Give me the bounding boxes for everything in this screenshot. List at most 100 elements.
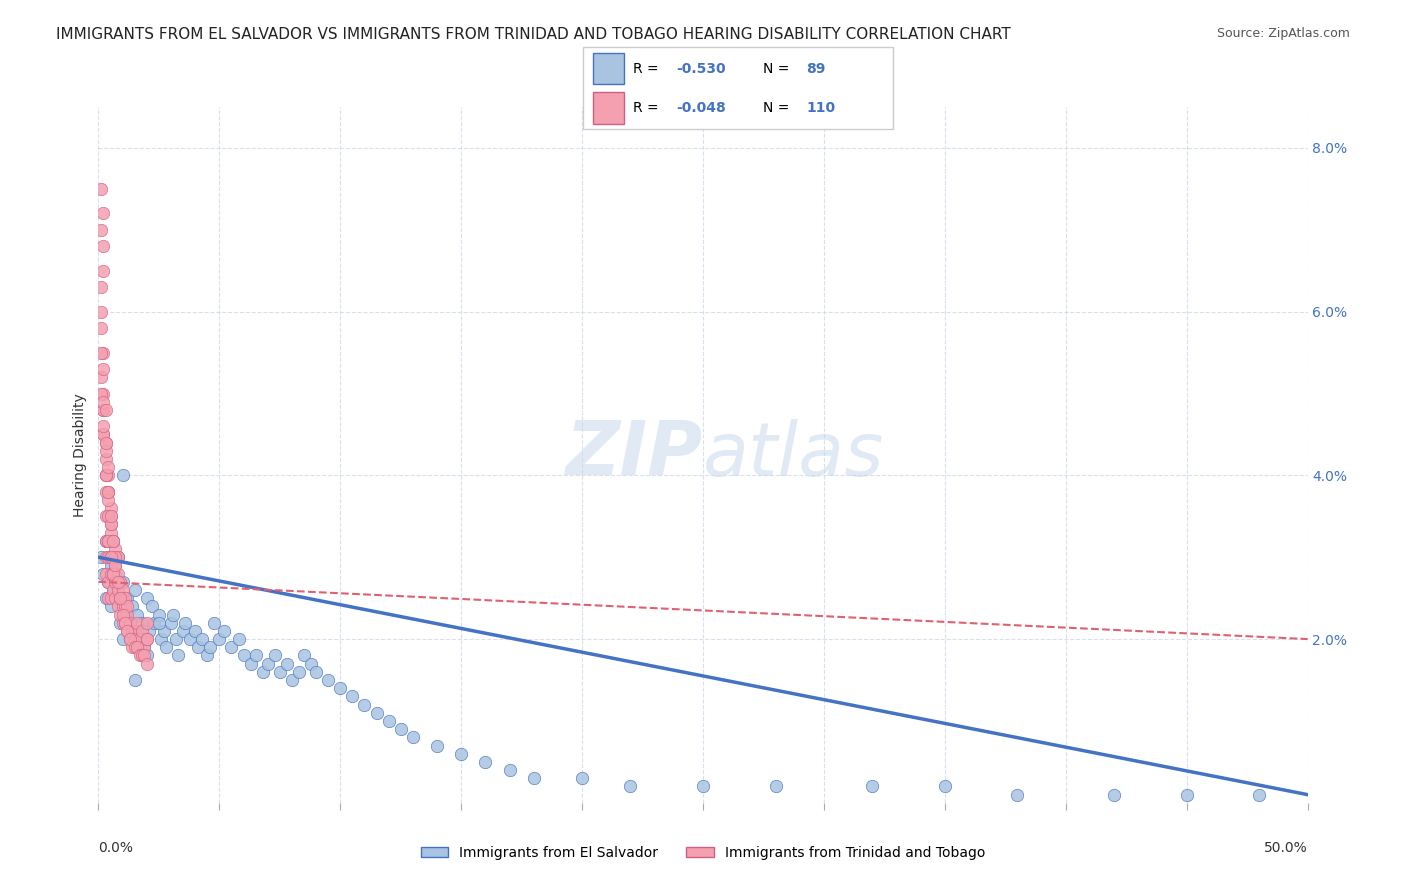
Point (124, 624, 146, 638)
Point (860, 780, 883, 794)
Point (90, 280, 112, 294)
Point (104, 566, 127, 581)
Point (94, 484, 117, 499)
Text: R =: R = (633, 62, 664, 76)
Point (134, 640, 156, 655)
Point (91, 362, 114, 376)
Point (108, 607, 131, 622)
Text: atlas: atlas (703, 419, 884, 491)
Point (97, 484, 120, 499)
Point (148, 607, 170, 622)
Point (97, 574, 120, 589)
Point (1007, 788, 1029, 802)
Point (124, 582, 146, 597)
Y-axis label: Hearing Disability: Hearing Disability (73, 393, 87, 516)
Point (94, 591, 117, 606)
Text: IMMIGRANTS FROM EL SALVADOR VS IMMIGRANTS FROM TRINIDAD AND TOBAGO HEARING DISAB: IMMIGRANTS FROM EL SALVADOR VS IMMIGRANT… (56, 27, 1011, 42)
Point (104, 558, 127, 573)
Point (91, 264, 114, 278)
Point (94, 403, 117, 417)
Point (450, 747, 472, 761)
Text: N =: N = (763, 62, 793, 76)
Point (101, 533, 124, 548)
Point (131, 615, 153, 630)
Point (91, 427, 114, 442)
Point (474, 755, 496, 769)
Point (100, 501, 122, 516)
Point (117, 624, 139, 638)
Point (124, 640, 146, 655)
Point (221, 640, 243, 655)
Point (108, 591, 131, 606)
Point (107, 550, 129, 565)
Point (152, 624, 174, 638)
Point (100, 550, 122, 565)
Point (101, 533, 124, 548)
Point (288, 665, 311, 679)
Point (239, 657, 262, 671)
Point (97, 484, 120, 499)
Point (100, 509, 122, 524)
Point (94, 509, 117, 524)
Point (111, 599, 134, 614)
Point (114, 591, 136, 606)
Point (118, 632, 141, 646)
Point (91, 206, 114, 220)
Point (118, 632, 141, 646)
Point (97, 468, 120, 483)
Point (232, 648, 254, 663)
Point (104, 591, 127, 606)
Point (148, 615, 170, 630)
Point (124, 624, 146, 638)
Text: 0.0%: 0.0% (98, 841, 134, 855)
Point (100, 591, 122, 606)
Point (252, 665, 274, 679)
Text: -0.530: -0.530 (676, 62, 725, 76)
Point (90, 386, 112, 401)
Point (104, 574, 127, 589)
Point (90, 223, 112, 237)
Point (329, 681, 352, 696)
Point (692, 780, 714, 794)
Point (245, 648, 267, 663)
Point (117, 591, 139, 606)
Point (100, 599, 122, 614)
Text: 50.0%: 50.0% (1264, 841, 1308, 855)
Point (91, 345, 114, 359)
Point (107, 566, 129, 581)
Point (108, 574, 131, 589)
Point (114, 615, 136, 630)
Point (264, 648, 287, 663)
Point (94, 550, 117, 565)
Point (269, 665, 291, 679)
Point (212, 624, 235, 638)
Point (107, 574, 129, 589)
Point (134, 648, 156, 663)
Point (135, 632, 157, 646)
Point (94, 566, 117, 581)
Point (127, 640, 149, 655)
Point (108, 591, 131, 606)
Point (90, 321, 112, 335)
Point (100, 566, 122, 581)
Point (94, 443, 117, 458)
Point (377, 714, 399, 728)
Point (135, 591, 157, 606)
Point (101, 566, 124, 581)
Point (162, 607, 184, 622)
Point (111, 632, 134, 646)
Bar (593, 93, 624, 124)
Point (94, 452, 117, 467)
Text: N =: N = (763, 101, 793, 115)
Point (104, 550, 127, 565)
Point (101, 582, 124, 597)
Text: 110: 110 (806, 101, 835, 115)
Point (114, 607, 136, 622)
Point (97, 509, 120, 524)
Point (305, 665, 328, 679)
Point (160, 615, 183, 630)
Point (276, 657, 298, 671)
Point (117, 599, 139, 614)
Point (111, 607, 134, 622)
Point (204, 615, 226, 630)
